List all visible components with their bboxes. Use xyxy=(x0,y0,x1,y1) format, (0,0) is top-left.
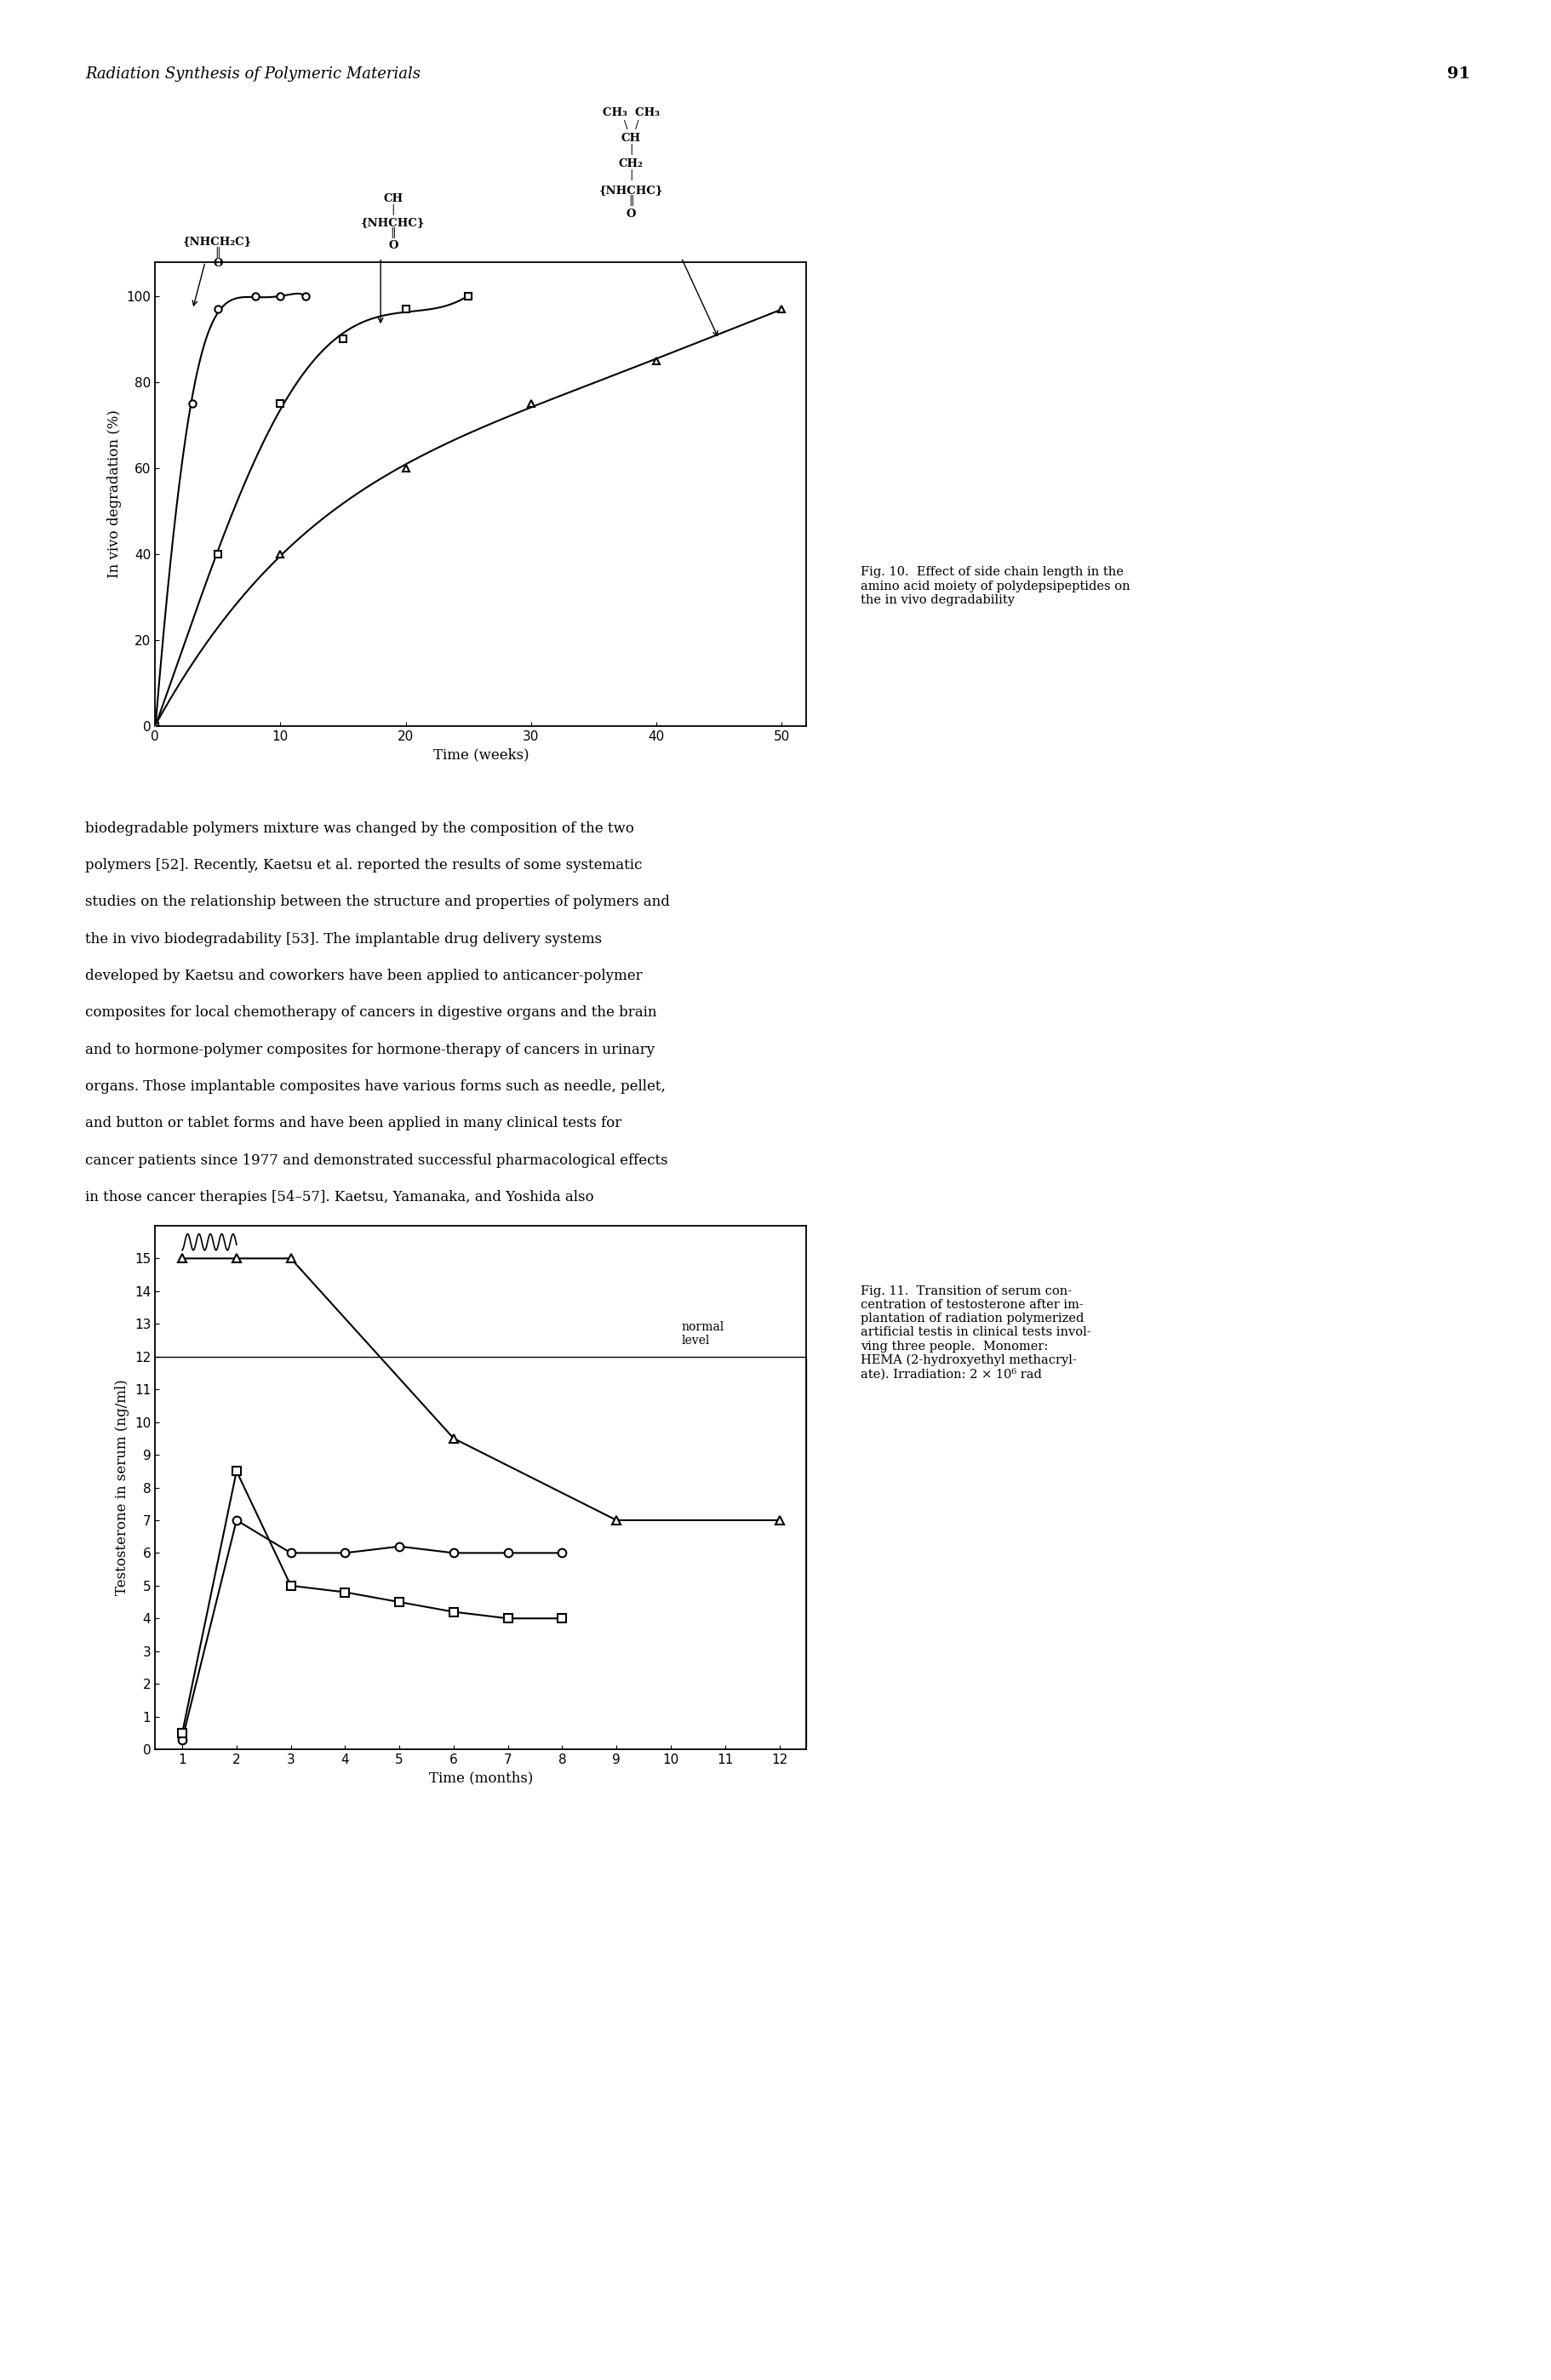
Text: CH: CH xyxy=(383,193,403,205)
Text: and to hormone-polymer composites for hormone-therapy of cancers in urinary: and to hormone-polymer composites for ho… xyxy=(85,1042,655,1057)
Text: Fig. 11.  Transition of serum con-
centration of testosterone after im-
plantati: Fig. 11. Transition of serum con- centra… xyxy=(861,1285,1092,1380)
X-axis label: Time (months): Time (months) xyxy=(428,1771,534,1785)
Text: the in vivo biodegradability [53]. The implantable drug delivery systems: the in vivo biodegradability [53]. The i… xyxy=(85,931,602,947)
Text: {NHCH₂C}: {NHCH₂C} xyxy=(183,236,253,248)
Text: |: | xyxy=(391,205,396,214)
X-axis label: Time (weeks): Time (weeks) xyxy=(433,747,529,762)
Text: O: O xyxy=(388,240,399,252)
Text: biodegradable polymers mixture was changed by the composition of the two: biodegradable polymers mixture was chang… xyxy=(85,821,634,835)
Text: ‖: ‖ xyxy=(391,228,396,238)
Text: |: | xyxy=(630,169,633,181)
Text: O: O xyxy=(212,257,223,269)
Text: developed by Kaetsu and coworkers have been applied to anticancer-polymer: developed by Kaetsu and coworkers have b… xyxy=(85,969,642,983)
Text: studies on the relationship between the structure and properties of polymers and: studies on the relationship between the … xyxy=(85,895,670,909)
Text: CH₃  CH₃: CH₃ CH₃ xyxy=(603,107,659,119)
Text: and button or tablet forms and have been applied in many clinical tests for: and button or tablet forms and have been… xyxy=(85,1116,622,1130)
Text: normal
level: normal level xyxy=(682,1321,724,1347)
Text: Radiation Synthesis of Polymeric Materials: Radiation Synthesis of Polymeric Materia… xyxy=(85,67,420,81)
Text: |: | xyxy=(630,143,633,155)
Text: ‖: ‖ xyxy=(216,248,220,257)
Text: {NHCHC}: {NHCHC} xyxy=(361,217,425,228)
Text: CH: CH xyxy=(622,133,641,145)
Y-axis label: Testosterone in serum (ng/ml): Testosterone in serum (ng/ml) xyxy=(115,1380,130,1595)
Text: 91: 91 xyxy=(1447,67,1470,81)
Text: ‖: ‖ xyxy=(628,195,634,207)
Text: polymers [52]. Recently, Kaetsu et al. reported the results of some systematic: polymers [52]. Recently, Kaetsu et al. r… xyxy=(85,857,642,873)
Text: Fig. 10.  Effect of side chain length in the
amino acid moiety of polydepsipepti: Fig. 10. Effect of side chain length in … xyxy=(861,566,1131,607)
Y-axis label: In vivo degradation (%): In vivo degradation (%) xyxy=(107,409,121,578)
Text: composites for local chemotherapy of cancers in digestive organs and the brain: composites for local chemotherapy of can… xyxy=(85,1004,658,1021)
Text: organs. Those implantable composites have various forms such as needle, pellet,: organs. Those implantable composites hav… xyxy=(85,1081,665,1095)
Text: in those cancer therapies [54–57]. Kaetsu, Yamanaka, and Yoshida also: in those cancer therapies [54–57]. Kaets… xyxy=(85,1190,594,1204)
Text: O: O xyxy=(627,207,636,219)
Text: {NHCHC}: {NHCHC} xyxy=(599,186,664,195)
Text: CH₂: CH₂ xyxy=(619,159,644,169)
Text: \  /: \ / xyxy=(624,119,639,131)
Text: cancer patients since 1977 and demonstrated successful pharmacological effects: cancer patients since 1977 and demonstra… xyxy=(85,1152,668,1169)
